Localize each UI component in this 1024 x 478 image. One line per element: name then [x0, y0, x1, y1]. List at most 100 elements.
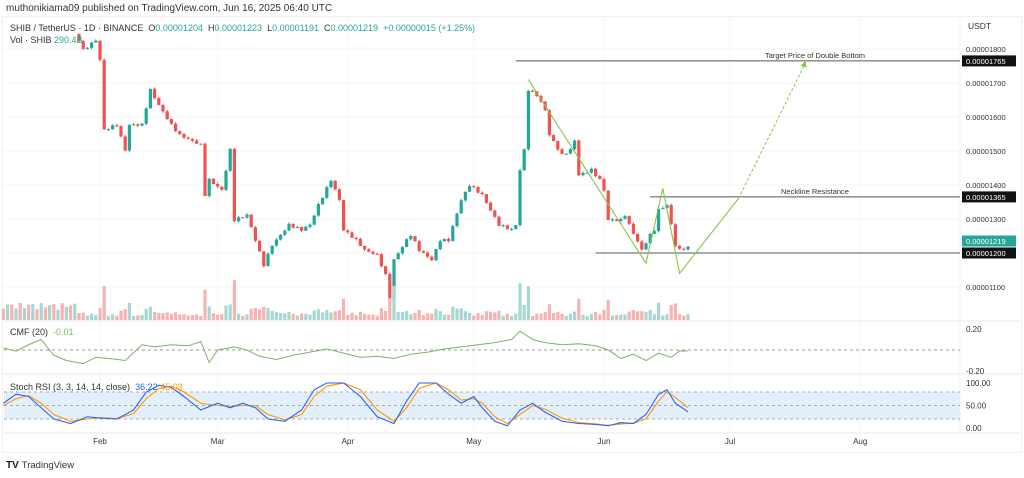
candle-down: [161, 104, 165, 112]
candle-up: [459, 200, 463, 214]
volume-bar: [363, 313, 367, 320]
candle-down: [552, 135, 556, 142]
volume-bar: [392, 285, 396, 320]
stoch-legend: Stoch RSI (3, 3, 14, 14, close) 36.22 45…: [10, 382, 183, 392]
currency-button[interactable]: USDT: [968, 21, 992, 31]
candle-up: [619, 218, 623, 221]
candle-up: [270, 245, 274, 254]
time-tick-label: Feb: [93, 437, 107, 446]
volume-bar: [115, 315, 119, 320]
candle-up: [438, 241, 442, 250]
candle-down: [153, 88, 157, 99]
candle-down: [678, 245, 682, 249]
volume-bar: [686, 314, 690, 320]
candle-up: [127, 124, 131, 151]
volume-bar: [459, 308, 463, 320]
volume-bar: [535, 313, 539, 320]
price-tick-label: 0.00001600: [966, 113, 1006, 122]
volume-bar: [291, 313, 295, 320]
volume-bar: [300, 313, 304, 320]
volume-bar: [627, 311, 631, 320]
cmf-line: [3, 330, 688, 365]
candle-down: [497, 216, 501, 226]
cmf-title[interactable]: CMF (20): [10, 327, 48, 337]
price-label: 0.00001219: [966, 237, 1006, 246]
candle-up: [501, 225, 505, 227]
candle-up: [148, 88, 152, 109]
volume-bar: [258, 309, 262, 320]
candle-up: [526, 90, 530, 150]
symbol-name[interactable]: SHIB / TetherUS · 1D · BINANCE: [10, 23, 144, 33]
volume-bar: [367, 314, 371, 320]
volume-bar: [442, 314, 446, 320]
volume-bar: [132, 315, 136, 320]
volume-bar: [337, 310, 341, 320]
candle-up: [657, 208, 661, 232]
volume-bar: [560, 313, 564, 320]
low-label: L: [267, 23, 273, 33]
candle-up: [568, 149, 572, 154]
volume-bar: [539, 313, 543, 320]
candle-down: [354, 237, 358, 239]
volume-bar: [552, 313, 556, 320]
volume-bar: [644, 312, 648, 320]
volume-bar: [182, 314, 186, 320]
volume-bar: [27, 304, 31, 320]
volume-bar: [447, 314, 451, 320]
volume-bar: [18, 303, 22, 320]
candle-up: [442, 238, 446, 242]
volume-bar: [220, 314, 224, 320]
candle-down: [421, 250, 425, 253]
candle-down: [598, 176, 602, 180]
volume-bar: [505, 313, 509, 320]
candle-down: [606, 190, 610, 221]
candle-up: [463, 191, 467, 201]
candle-down: [157, 98, 161, 105]
candle-up: [316, 204, 320, 216]
cmf-value: -0.01: [53, 327, 74, 337]
price-tick-label: 0.00001800: [966, 45, 1006, 54]
volume-bar: [564, 315, 568, 320]
candle-up: [564, 153, 568, 155]
stoch-title[interactable]: Stoch RSI (3, 3, 14, 14, close): [10, 382, 131, 392]
volume-bar: [312, 310, 316, 320]
candle-down: [182, 133, 186, 138]
volume-bar: [35, 309, 39, 320]
stoch-tick-label: 0.00: [966, 424, 982, 433]
candle-up: [237, 217, 241, 222]
volume-bar: [531, 315, 535, 320]
time-tick-label: Mar: [211, 437, 225, 446]
candle-down: [119, 125, 123, 137]
low-value: 0.00001191: [272, 23, 319, 33]
volume-bar: [287, 311, 291, 320]
candle-down: [476, 187, 480, 193]
volume-bar: [279, 313, 283, 320]
candle-up: [522, 149, 526, 171]
candle-down: [627, 216, 631, 224]
volume-bar: [396, 312, 400, 320]
volume-bar: [413, 312, 417, 320]
volume-bar: [165, 312, 169, 320]
volume-bar: [657, 302, 661, 320]
candle-up: [321, 197, 325, 205]
tradingview-logo[interactable]: TV TradingView: [6, 460, 74, 471]
open-label: O: [148, 23, 156, 33]
chart-frame: [2, 16, 1022, 453]
candle-down: [249, 214, 253, 228]
volume-bar: [434, 308, 438, 320]
candle-down: [178, 131, 182, 134]
candle-up: [409, 236, 413, 240]
volume-bar: [60, 303, 64, 320]
candle-down: [430, 256, 434, 261]
volume-bar: [652, 314, 656, 320]
candle-down: [493, 210, 497, 217]
close-label: C: [323, 23, 331, 33]
stoch-k-line: [3, 382, 689, 427]
volume-bar: [510, 315, 514, 320]
candle-down: [489, 202, 493, 211]
candle-down: [346, 230, 350, 233]
volume-bar: [207, 306, 211, 320]
candle-down: [216, 184, 220, 187]
volume-bar: [581, 314, 585, 320]
